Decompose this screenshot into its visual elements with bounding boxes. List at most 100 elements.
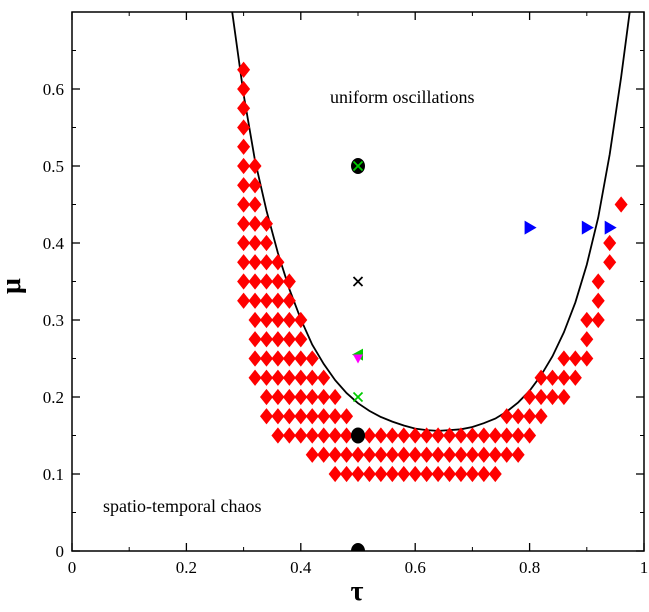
diamond-marker — [294, 369, 308, 386]
diamond-marker — [237, 138, 251, 155]
diamond-marker — [477, 446, 491, 463]
diamond-marker — [248, 369, 262, 386]
diamond-marker — [385, 446, 399, 463]
diamond-marker — [271, 427, 285, 444]
diamond-marker — [259, 388, 273, 406]
stability-boundary-curve — [231, 12, 631, 432]
diamond-marker — [408, 465, 422, 483]
diamond-marker — [282, 350, 296, 367]
diamond-marker — [248, 196, 262, 213]
diamond-marker — [317, 446, 331, 463]
diamond-marker — [397, 427, 411, 444]
diamond-marker — [534, 388, 548, 406]
diamond-marker — [282, 408, 296, 425]
annotation-uniform-oscillations: uniform oscillations — [330, 87, 474, 107]
diamond-marker — [259, 234, 273, 252]
diamond-marker — [362, 465, 376, 483]
diamond-marker — [237, 80, 251, 98]
diamond-marker — [397, 446, 411, 463]
x-tick-label: 0 — [68, 558, 77, 577]
diamond-marker — [271, 369, 285, 386]
y-tick-label: 0.1 — [43, 465, 64, 484]
diamond-marker — [362, 427, 376, 444]
diamond-marker — [340, 427, 354, 444]
diamond-marker — [305, 388, 319, 406]
diamond-marker — [237, 254, 251, 271]
diamond-marker — [237, 273, 251, 290]
diamond-marker — [259, 408, 273, 425]
diamond-marker — [305, 369, 319, 386]
diamond-marker — [431, 427, 445, 444]
diamond-marker — [282, 273, 296, 290]
diamond-marker — [340, 446, 354, 463]
diamond-marker — [340, 408, 354, 425]
diamond-marker — [408, 427, 422, 444]
diamond-marker — [317, 408, 331, 425]
diamond-marker — [511, 446, 525, 463]
diamond-marker — [488, 446, 502, 463]
diamond-marker — [465, 427, 479, 444]
diamond-marker — [431, 465, 445, 483]
diamond-marker — [237, 100, 251, 117]
diamond-marker — [397, 465, 411, 483]
diamond-marker — [259, 254, 273, 271]
diamond-marker — [271, 388, 285, 406]
diamond-marker — [294, 408, 308, 425]
diamond-marker — [591, 311, 605, 329]
diamond-marker — [408, 446, 422, 463]
diamond-marker — [237, 157, 251, 175]
diamond-marker — [591, 273, 605, 290]
x-tick-label: 1 — [640, 558, 649, 577]
x-marker — [352, 391, 364, 403]
diamond-marker — [282, 311, 296, 329]
diamond-marker — [545, 388, 559, 406]
diamond-marker — [248, 273, 262, 290]
diamond-marker — [500, 427, 514, 444]
diamond-marker — [259, 350, 273, 367]
diamond-marker — [362, 446, 376, 463]
triangle-right-marker — [581, 220, 594, 235]
triangle-right-marker — [524, 220, 537, 235]
diamond-marker — [248, 254, 262, 271]
diamond-marker — [259, 215, 273, 232]
diamond-marker — [374, 465, 388, 483]
y-tick-label: 0.3 — [43, 311, 64, 330]
diamond-marker — [271, 273, 285, 290]
diamond-marker — [568, 350, 582, 367]
diamond-marker — [431, 446, 445, 463]
x-marker — [352, 160, 364, 172]
diamond-marker — [443, 446, 457, 463]
y-tick-label: 0.6 — [43, 80, 64, 99]
diamond-marker — [305, 427, 319, 444]
diamond-marker — [603, 254, 617, 271]
diamond-marker — [420, 465, 434, 483]
diamond-marker — [282, 331, 296, 348]
y-tick-label: 0.2 — [43, 388, 64, 407]
diamond-marker — [477, 465, 491, 483]
diamond-marker — [545, 369, 559, 386]
diamond-marker — [534, 408, 548, 425]
diamond-marker — [328, 465, 342, 483]
diamond-marker — [248, 157, 262, 175]
x-axis-label: τ — [351, 576, 364, 607]
y-tick-label: 0 — [56, 542, 65, 561]
diamond-marker — [271, 331, 285, 348]
diamond-marker — [259, 311, 273, 329]
diamond-marker — [557, 369, 571, 386]
diamond-marker — [351, 446, 365, 463]
diamond-marker — [523, 427, 537, 444]
diamond-marker — [557, 350, 571, 367]
diamond-marker — [282, 388, 296, 406]
diamond-marker — [351, 465, 365, 483]
diamond-marker — [271, 350, 285, 367]
diamond-marker — [259, 331, 273, 348]
plot-area — [231, 12, 631, 551]
diamond-marker — [317, 427, 331, 444]
diamond-marker — [374, 427, 388, 444]
diamond-marker — [248, 177, 262, 194]
y-tick-label: 0.5 — [43, 157, 64, 176]
diamond-marker — [294, 388, 308, 406]
diamond-marker — [500, 408, 514, 425]
diamond-marker — [259, 292, 273, 309]
